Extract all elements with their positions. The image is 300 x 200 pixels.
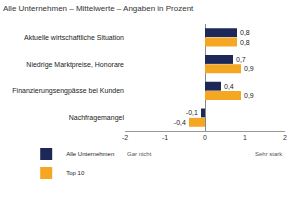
svg-text:-1: -1	[162, 134, 168, 141]
svg-text:0,7: 0,7	[236, 56, 246, 63]
svg-text:0: 0	[203, 134, 207, 141]
svg-text:-0,4: -0,4	[174, 119, 186, 126]
svg-text:Alle Unternehmen: Alle Unternehmen	[66, 151, 114, 157]
svg-text:Top 10: Top 10	[66, 170, 85, 176]
svg-text:Aktuelle wirtschaftliche Situa: Aktuelle wirtschaftliche Situation	[24, 34, 124, 41]
svg-text:0,9: 0,9	[244, 92, 254, 99]
svg-text:0,4: 0,4	[224, 83, 234, 90]
svg-text:-0,1: -0,1	[186, 109, 198, 116]
svg-text:2: 2	[283, 134, 287, 141]
svg-text:Gar nicht: Gar nicht	[127, 151, 152, 157]
svg-text:-2: -2	[122, 134, 128, 141]
svg-text:Finanzierungsengpässe bei Kund: Finanzierungsengpässe bei Kunden	[12, 87, 124, 95]
svg-text:0,9: 0,9	[244, 65, 254, 72]
svg-text:Sehr stark: Sehr stark	[255, 151, 283, 157]
svg-text:0,8: 0,8	[240, 29, 250, 36]
svg-text:Niedrige Marktpreise, Honorare: Niedrige Marktpreise, Honorare	[26, 61, 124, 69]
svg-text:1: 1	[243, 134, 247, 141]
svg-text:Nachfragemangel: Nachfragemangel	[69, 114, 125, 122]
svg-text:0,8: 0,8	[240, 39, 250, 46]
svg-text:Alle Unternehmen – Mittelwerte: Alle Unternehmen – Mittelwerte – Angaben…	[3, 4, 194, 13]
